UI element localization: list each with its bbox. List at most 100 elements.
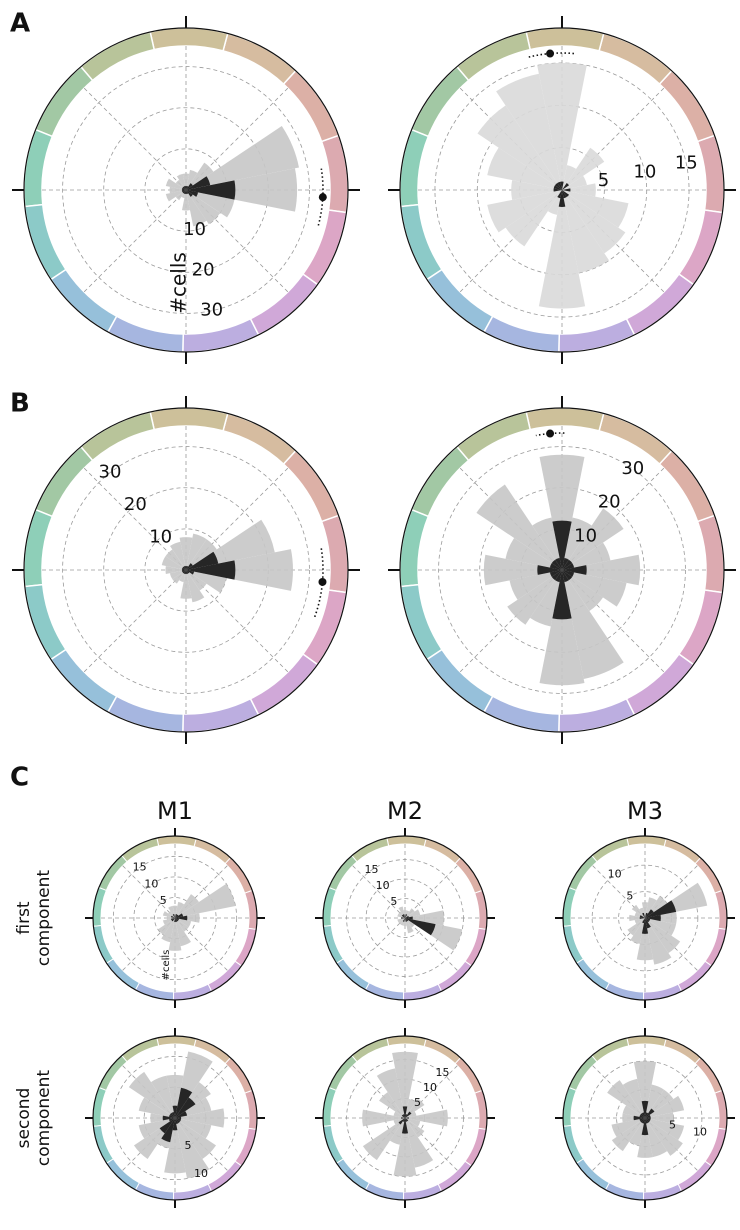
count-bar (169, 186, 186, 194)
count-bar (186, 125, 299, 190)
count-bar (138, 1118, 175, 1139)
hue-ring-segment (322, 1086, 337, 1127)
highlight-bar (402, 914, 405, 918)
hue-ring-segment (696, 514, 725, 594)
count-bar (562, 190, 610, 274)
count-bar (607, 1080, 645, 1118)
count-bar (393, 1118, 405, 1125)
highlight-bar (641, 918, 649, 934)
highlight-bar (186, 180, 236, 200)
count-bar (509, 570, 562, 600)
highlight-bar (181, 187, 186, 190)
grid-spoke (352, 1065, 406, 1119)
hue-ring-segment (562, 886, 577, 927)
count-bar (405, 1118, 434, 1168)
count-bar (477, 105, 562, 190)
hue-ring-segment (224, 856, 253, 894)
highlight-bar (175, 918, 180, 921)
highlight-bar (639, 1118, 645, 1122)
highlight-bar (183, 565, 186, 570)
radial-tick-label: 10 (183, 219, 206, 240)
highlight-bar (402, 1106, 408, 1118)
count-bar (168, 918, 182, 951)
highlight-bar (175, 913, 178, 918)
hue-ring-segment (328, 1054, 358, 1092)
hue-ring-segment (335, 958, 371, 991)
highlight-bar (183, 190, 186, 195)
grid-spoke (352, 865, 406, 919)
highlight-bar (186, 190, 199, 197)
hue-ring-segment (193, 838, 232, 865)
hue-ring-segment (455, 31, 532, 82)
mean-dot (546, 49, 555, 58)
count-bar (186, 168, 298, 212)
radial-tick-label: 10 (608, 868, 622, 881)
count-bar (175, 1108, 225, 1128)
radial-tick-label: 30 (99, 462, 122, 483)
highlight-bar (186, 565, 189, 570)
count-bar (637, 1118, 653, 1158)
radial-tick-label: 10 (633, 161, 656, 182)
highlight-bar (645, 1118, 649, 1124)
hue-ring-segment (105, 958, 141, 991)
highlight-bar (555, 570, 562, 583)
hue-ring-segment (437, 1160, 473, 1192)
panel-label: C (10, 763, 29, 793)
highlight-bar (641, 1112, 645, 1118)
radial-tick-label: 15 (133, 860, 147, 873)
grid-spoke (644, 1065, 698, 1119)
count-bar (186, 570, 207, 591)
highlight-bar (558, 190, 566, 207)
highlight-bar (557, 190, 562, 199)
radial-tick-label: 15 (364, 863, 378, 876)
grid-spoke (644, 865, 698, 919)
highlight-bar (182, 570, 186, 574)
radial-tick-label: 10 (194, 1167, 208, 1180)
grid-circle (62, 66, 310, 314)
highlight-bar (168, 1114, 175, 1118)
highlight-bar (405, 1114, 408, 1118)
count-bar (405, 910, 444, 926)
count-bar (511, 180, 562, 200)
hue-ring-segment (423, 1038, 462, 1065)
count-bar (175, 901, 185, 918)
count-bar (186, 190, 221, 225)
count-bar (175, 918, 192, 928)
highlight-bar (171, 1111, 175, 1118)
hue-ring-segment (694, 1056, 723, 1094)
highlight-bar (183, 570, 186, 575)
grid-spoke (404, 917, 458, 971)
radial-tick-label: 10 (376, 879, 390, 892)
hue-ring-segment (207, 960, 243, 992)
highlight-bar (562, 563, 575, 570)
highlight-bar (185, 570, 187, 575)
highlight-bar (552, 520, 572, 570)
count-bar (487, 190, 562, 233)
hue-ring-segment (49, 268, 118, 334)
highlight-bar (181, 569, 186, 571)
count-bar (405, 1098, 416, 1118)
count-bar (181, 190, 191, 211)
grid-circle (346, 859, 464, 977)
highlight-bar (185, 190, 187, 195)
count-bar (161, 918, 175, 943)
hue-ring-segment (575, 1158, 611, 1191)
highlight-bar (645, 1108, 655, 1118)
highlight-bar (171, 918, 175, 922)
highlight-bar (642, 918, 645, 924)
count-bar (405, 918, 414, 934)
highlight-bar (562, 570, 573, 581)
hue-ring-segment (244, 889, 258, 930)
count-bar (645, 918, 681, 954)
hue-ring-segment (182, 697, 260, 733)
radial-tick-label: 15 (436, 1066, 450, 1079)
count-bar (532, 517, 562, 570)
hue-ring-segment (658, 69, 716, 143)
highlight-bar (401, 914, 405, 918)
count-bar (562, 508, 624, 570)
highlight-bar (562, 557, 569, 570)
highlight-bar (562, 190, 567, 199)
highlight-bar (645, 1116, 651, 1120)
highlight-bar (162, 1115, 175, 1121)
count-bar (186, 190, 207, 227)
